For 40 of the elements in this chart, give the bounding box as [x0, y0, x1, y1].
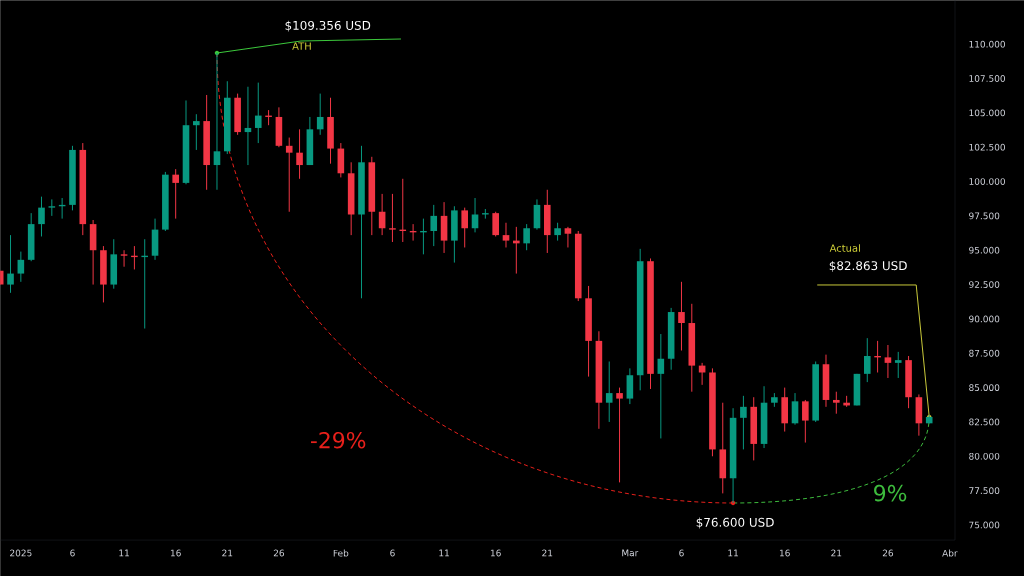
y-tick-label: 105.000	[969, 109, 1005, 117]
y-tick-label: 75.000	[969, 521, 1000, 529]
x-tick-label: 6	[390, 549, 395, 557]
x-tick-label: 26	[273, 549, 285, 557]
x-tick-label: 16	[779, 549, 790, 557]
x-tick-label: Feb	[333, 549, 349, 557]
x-tick-label: 21	[222, 549, 233, 557]
x-tick-label: 16	[170, 549, 181, 557]
y-tick-label: 95.000	[969, 246, 1000, 254]
y-tick-label: 97.500	[969, 212, 1000, 220]
annotation: Actual	[829, 244, 860, 252]
y-tick-label: 92.500	[969, 281, 1000, 288]
annotation: $76.600 USD	[696, 517, 774, 529]
x-tick-label: 21	[831, 549, 842, 557]
annotation: ATH	[292, 42, 311, 50]
y-tick-label: 90.000	[969, 315, 1000, 323]
annotation: 9%	[874, 484, 907, 502]
annotation: $109.356 USD	[285, 20, 371, 32]
y-tick-label: 110.000	[969, 40, 1005, 48]
x-tick-label: Mar	[622, 549, 639, 557]
y-tick-label: 77.500	[969, 487, 1000, 494]
x-tick-label: 11	[119, 549, 129, 557]
y-tick-label: 82.500	[969, 418, 1000, 426]
y-tick-label: 80.000	[969, 452, 1000, 460]
x-tick-label: 6	[679, 549, 684, 557]
y-tick-label: 107.500	[969, 75, 1005, 82]
annotation: -29%	[310, 431, 366, 449]
x-tick-label: 26	[882, 549, 894, 557]
annotation: $82.863 USD	[829, 260, 907, 272]
x-tick-label: 2025	[10, 549, 32, 557]
y-tick-label: 100.000	[969, 178, 1005, 185]
x-tick-label: 11	[728, 549, 738, 557]
y-tick-label: 87.500	[969, 349, 1000, 357]
x-tick-label: 6	[70, 549, 75, 557]
x-tick-label: Abr	[942, 549, 958, 557]
x-tick-label: 21	[542, 549, 553, 557]
y-tick-label: 102.500	[969, 143, 1005, 151]
x-tick-label: 16	[490, 549, 501, 557]
y-tick-label: 85.000	[969, 384, 1000, 391]
x-tick-label: 11	[439, 549, 449, 557]
